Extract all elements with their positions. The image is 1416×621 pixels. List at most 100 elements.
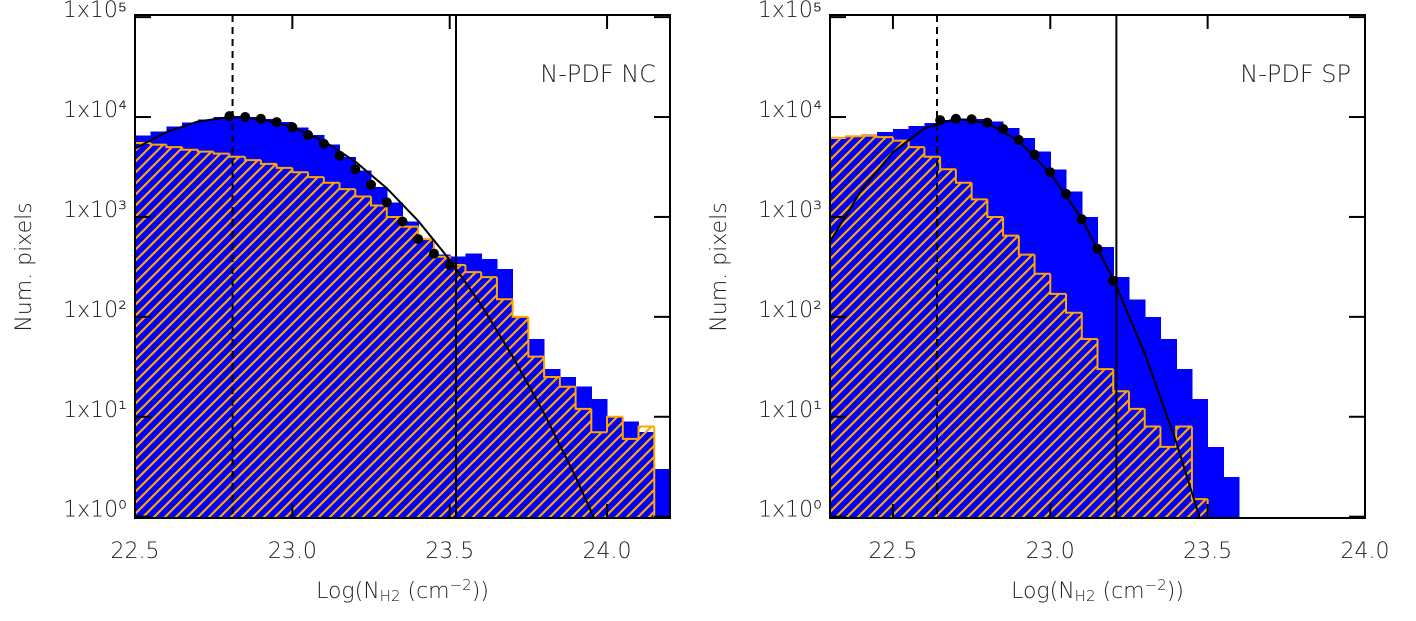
hatched-bar [323,182,340,518]
bar-outline [149,142,167,146]
y-tick-label: 1x10⁵ [63,0,127,23]
y-axis-label: Num. pixels [12,202,37,331]
bar-outline [1143,408,1161,428]
data-point [271,117,282,128]
x-tick-label: 23.5 [1183,539,1232,564]
bar-outline [954,169,972,184]
hatched-bar [559,386,576,518]
hatched-bar [1160,446,1177,518]
hatched-bar [150,144,167,518]
y-tick-label: 1x10³ [758,198,822,223]
plot-area [135,111,670,518]
hatched-bar [908,147,925,518]
x-tick-label: 24.0 [583,539,632,564]
x-axis-label-part: −2 [1145,576,1167,594]
x-axis-label-part: (cm [1096,579,1145,604]
bar-outline [307,172,324,179]
hatched-bar [197,151,214,518]
annotation: N-PDF NC [540,60,656,88]
x-axis-label-part: H2 [1075,587,1096,605]
bar-outline [986,199,1004,218]
hatched-bar [292,172,309,518]
x-axis-label-part: −2 [450,576,472,594]
bar-outline [876,135,893,139]
hatched-bar [622,438,639,518]
hatched-bar [371,205,387,518]
bar-outline [860,134,878,137]
bar-outline [1112,369,1129,393]
y-tick-label: 1x10² [63,298,127,323]
bar-outline [1127,391,1145,410]
hatched-bar [465,272,482,518]
hatched-bar [544,377,560,518]
x-axis-label-part: Log(N [1011,579,1075,604]
hatched-bar [861,135,878,518]
hatched-bar [276,167,293,518]
data-point [413,234,424,245]
data-point [350,164,361,175]
hatched-bar [386,216,403,518]
bar [1223,476,1240,518]
data-point [1045,167,1056,178]
hatched-bar [1097,369,1114,518]
hatched-bar [575,408,592,518]
y-tick-label: 1x10⁰ [758,498,822,523]
hatched-bar [449,265,466,518]
hatched-bar [496,299,513,518]
bar-outline [385,205,403,218]
bar-outline [543,356,560,379]
hatched-bar [830,137,846,518]
x-tick-label: 24.0 [1341,539,1390,564]
data-point [982,117,993,128]
bar-outline [480,272,497,279]
annotation: N-PDF SP [1240,60,1351,88]
data-point [240,112,251,123]
bar-outline [939,156,956,171]
hatched-bar [591,432,608,518]
bar-outline [495,277,513,301]
bar-outline [891,137,909,142]
x-axis-label-part: Log(N [316,579,380,604]
bar-outline [621,416,639,440]
data-point [444,260,455,271]
hatched-bar [481,277,497,518]
bar-outline [1065,293,1082,314]
hatched-bar [638,426,655,518]
bar-outline [212,151,230,155]
hatched-bar [892,140,909,518]
data-point [255,113,266,124]
hatched-bar [1144,426,1161,518]
y-tick-label: 1x10² [758,298,822,323]
bar-outline [165,144,183,149]
data-point [366,179,377,190]
hatched-bar [433,256,450,518]
bar-outline [653,426,670,518]
bar-outline [637,425,655,439]
bar-outline [511,299,529,318]
x-tick-label: 22.5 [111,539,160,564]
bar-outline [1159,426,1177,448]
bar-outline [228,153,246,158]
y-axis-label: Num. pixels [707,202,732,331]
bar-outline [844,135,862,138]
plot-area [830,113,1240,518]
bar-outline [291,167,309,174]
hatched-bar [1081,339,1098,518]
data-point [381,197,392,208]
bar-outline [338,182,356,191]
hatched-bar [245,160,261,518]
bar-outline [259,160,277,165]
hatched-bar [402,226,419,518]
bar-outline [527,316,545,358]
data-point [998,123,1009,134]
hatched-bar [1066,312,1082,518]
hatched-bar [987,216,1004,518]
bar-outline [1190,426,1208,501]
plot-frame [829,14,1366,519]
x-tick-label: 23.0 [1026,539,1075,564]
hatched-bar [1018,254,1035,518]
x-tick-label: 22.5 [868,539,917,564]
data-point [1029,149,1040,160]
bar-outline [244,156,261,162]
